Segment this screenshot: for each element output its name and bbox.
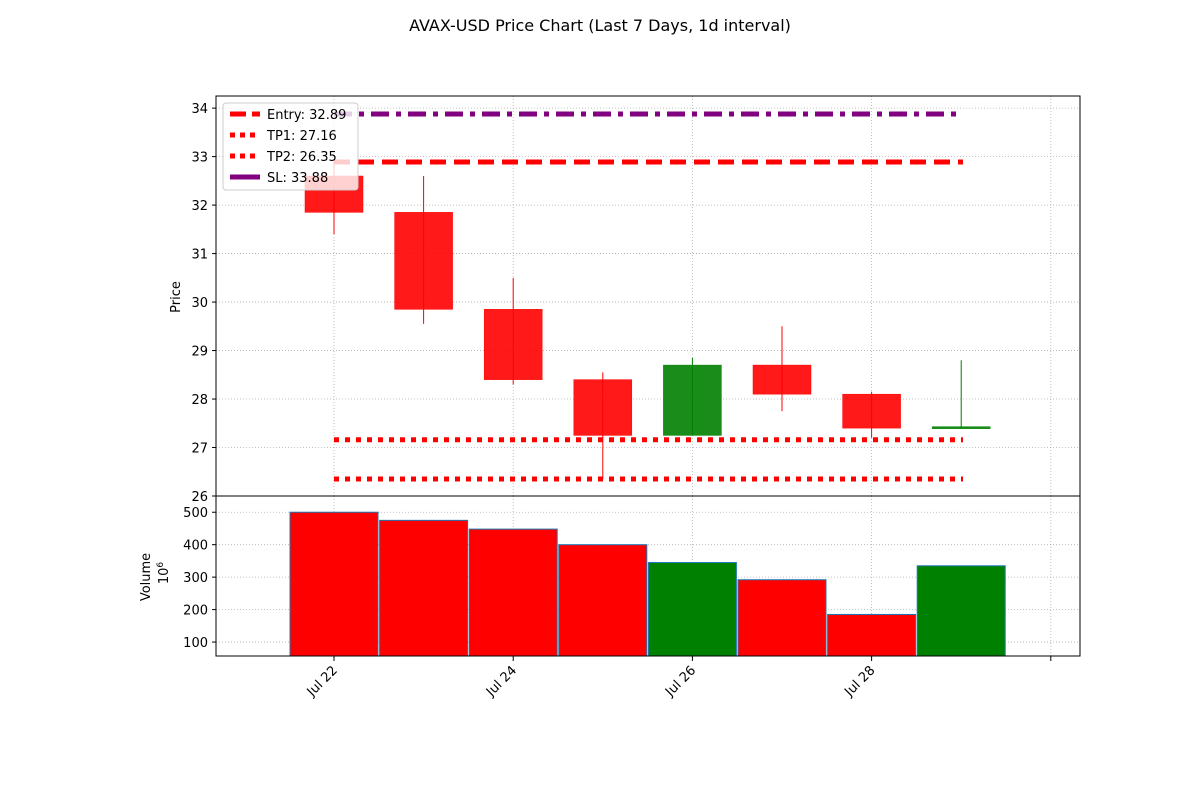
candles	[304, 161, 991, 480]
volume-bar	[916, 565, 1006, 657]
volume-bar	[289, 511, 379, 657]
price-panel: 26 27 28 29 30 31 32 33 34 Price	[169, 95, 1081, 505]
price-axis-label: Price	[169, 281, 184, 313]
x-tick-label: Jul 28	[841, 663, 878, 700]
candle-body	[931, 426, 991, 429]
volume-bar	[558, 544, 648, 657]
candle-body	[663, 364, 722, 436]
volume-bar	[647, 562, 737, 657]
x-tick-label: Jul 26	[662, 663, 699, 700]
x-tick-label: Jul 24	[483, 663, 520, 700]
price-tick-label: 27	[191, 442, 208, 457]
volume-bars	[289, 511, 1006, 657]
price-tick-label: 33	[191, 151, 208, 166]
price-tick-label: 32	[191, 199, 208, 214]
legend-label: SL: 33.88	[267, 171, 328, 186]
price-tick-label: 29	[191, 345, 208, 360]
volume-panel: 100 200 300 400 500 Volume 106	[139, 495, 1081, 657]
price-axis-ticks: 26 27 28 29 30 31 32 33 34	[191, 102, 216, 505]
volume-tick-label: 300	[183, 571, 208, 586]
volume-axis-label: Volume	[139, 553, 154, 601]
legend-label: Entry: 32.89	[267, 108, 346, 123]
candle-body	[842, 393, 901, 429]
candle-body	[483, 309, 543, 380]
level-lines	[334, 111, 963, 482]
legend-label: TP2: 26.35	[266, 150, 337, 165]
volume-axis-multiplier: 106	[156, 562, 172, 585]
price-tick-label: 34	[191, 102, 208, 117]
volume-tick-label: 100	[183, 636, 208, 651]
x-tick-label: Jul 22	[304, 663, 341, 700]
volume-bar	[737, 579, 827, 657]
candle-body	[394, 212, 453, 310]
volume-bar	[827, 613, 917, 657]
legend-label: TP1: 27.16	[266, 129, 337, 144]
price-tick-label: 28	[191, 393, 208, 408]
price-tick-label: 26	[191, 490, 208, 505]
volume-tick-label: 200	[183, 604, 208, 619]
volume-axes-frame	[215, 495, 1081, 657]
price-tick-label: 31	[191, 248, 208, 263]
price-tick-label: 30	[191, 296, 208, 311]
candle-body	[573, 379, 633, 436]
x-axis-ticks: Jul 22 Jul 24 Jul 26 Jul 28	[304, 656, 1052, 700]
volume-tick-label: 500	[183, 506, 208, 521]
volume-bar	[468, 528, 558, 657]
chart-title: AVAX-USD Price Chart (Last 7 Days, 1d in…	[409, 16, 791, 35]
legend: Entry: 32.89 TP1: 27.16 TP2: 26.35 SL: 33.8…	[222, 102, 359, 191]
volume-bar	[379, 519, 469, 657]
legend-box	[222, 102, 359, 191]
volume-axis-ticks: 100 200 300 400 500	[183, 506, 216, 651]
volume-tick-label: 400	[183, 539, 208, 554]
candle-body	[752, 364, 812, 395]
